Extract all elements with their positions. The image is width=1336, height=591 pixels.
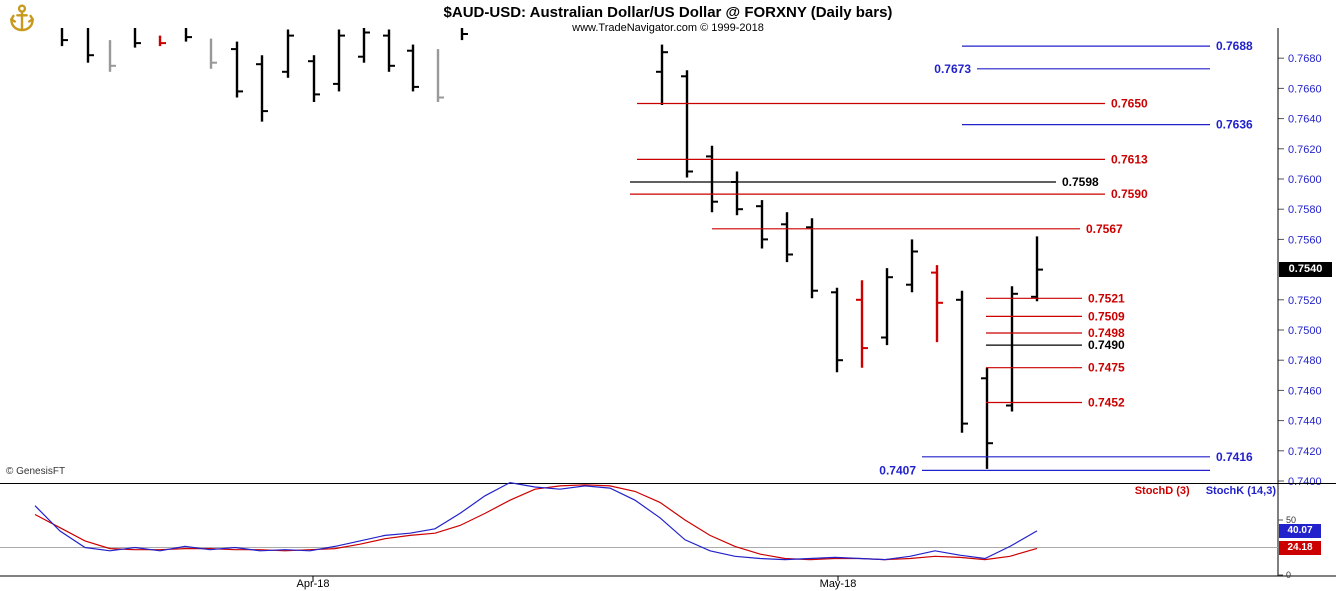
price-level-label: 0.7598: [1062, 175, 1099, 189]
price-axis-label: 0.7400: [1288, 476, 1322, 488]
stochd-legend-label[interactable]: StochD (3): [1134, 485, 1190, 497]
chart-subtitle: www.TradeNavigator.com © 1999-2018: [572, 22, 764, 34]
price-level-label: 0.7636: [1216, 118, 1253, 132]
price-level-label: 0.7688: [1216, 39, 1253, 53]
x-axis-label-apr: Apr-18: [296, 578, 330, 590]
stochk-legend-label[interactable]: StochK (14,3): [1205, 485, 1276, 497]
stoch-axis-label: 50: [1286, 515, 1296, 525]
x-axis-label-may: May-18: [819, 578, 857, 590]
stochk-line: [34, 481, 1038, 561]
price-level-label: 0.7673: [934, 62, 971, 76]
genesis-copyright: © GenesisFT: [4, 466, 68, 477]
price-axis-label: 0.7560: [1288, 234, 1322, 246]
price-level-label: 0.7590: [1111, 187, 1148, 201]
last-price-box: 0.7540: [1279, 262, 1332, 277]
price-axis-label: 0.7580: [1288, 204, 1322, 216]
chart-title: $AUD-USD: Australian Dollar/US Dollar @ …: [443, 4, 893, 21]
price-level-label: 0.7650: [1111, 97, 1148, 111]
price-level-label: 0.7498: [1088, 326, 1125, 340]
anchor-icon: [10, 4, 34, 32]
stoch-axis-label: 0: [1286, 570, 1291, 580]
price-axis-label: 0.7640: [1288, 114, 1322, 126]
price-axis-label: 0.7460: [1288, 385, 1322, 397]
indicator-legend: StochD (3) StochK (14,3): [1000, 485, 1276, 497]
price-axis-label: 0.7600: [1288, 174, 1322, 186]
price-axis-label: 0.7440: [1288, 416, 1322, 428]
price-level-label: 0.7490: [1088, 338, 1125, 352]
price-axis-label: 0.7480: [1288, 355, 1322, 367]
price-level-label: 0.7509: [1088, 309, 1125, 323]
price-axis-label: 0.7520: [1288, 295, 1322, 307]
price-axis-label: 0.7420: [1288, 446, 1322, 458]
price-level-label: 0.7407: [879, 463, 916, 477]
stochd-line: [34, 484, 1038, 561]
price-axis-label: 0.7660: [1288, 83, 1322, 95]
stochk-value-box: 40.07: [1279, 524, 1321, 538]
price-axis-label: 0.7620: [1288, 144, 1322, 156]
stochd-value-box: 24.18: [1279, 541, 1321, 555]
price-axis-label: 0.7500: [1288, 325, 1322, 337]
price-level-label: 0.7521: [1088, 291, 1125, 305]
price-level-label: 0.7613: [1111, 152, 1148, 166]
anchor-logo: [6, 2, 38, 34]
price-axis-label: 0.7680: [1288, 53, 1322, 65]
price-level-label: 0.7567: [1086, 222, 1123, 236]
price-level-label: 0.7416: [1216, 450, 1253, 464]
price-level-label: 0.7475: [1088, 361, 1125, 375]
price-level-label: 0.7452: [1088, 396, 1125, 410]
